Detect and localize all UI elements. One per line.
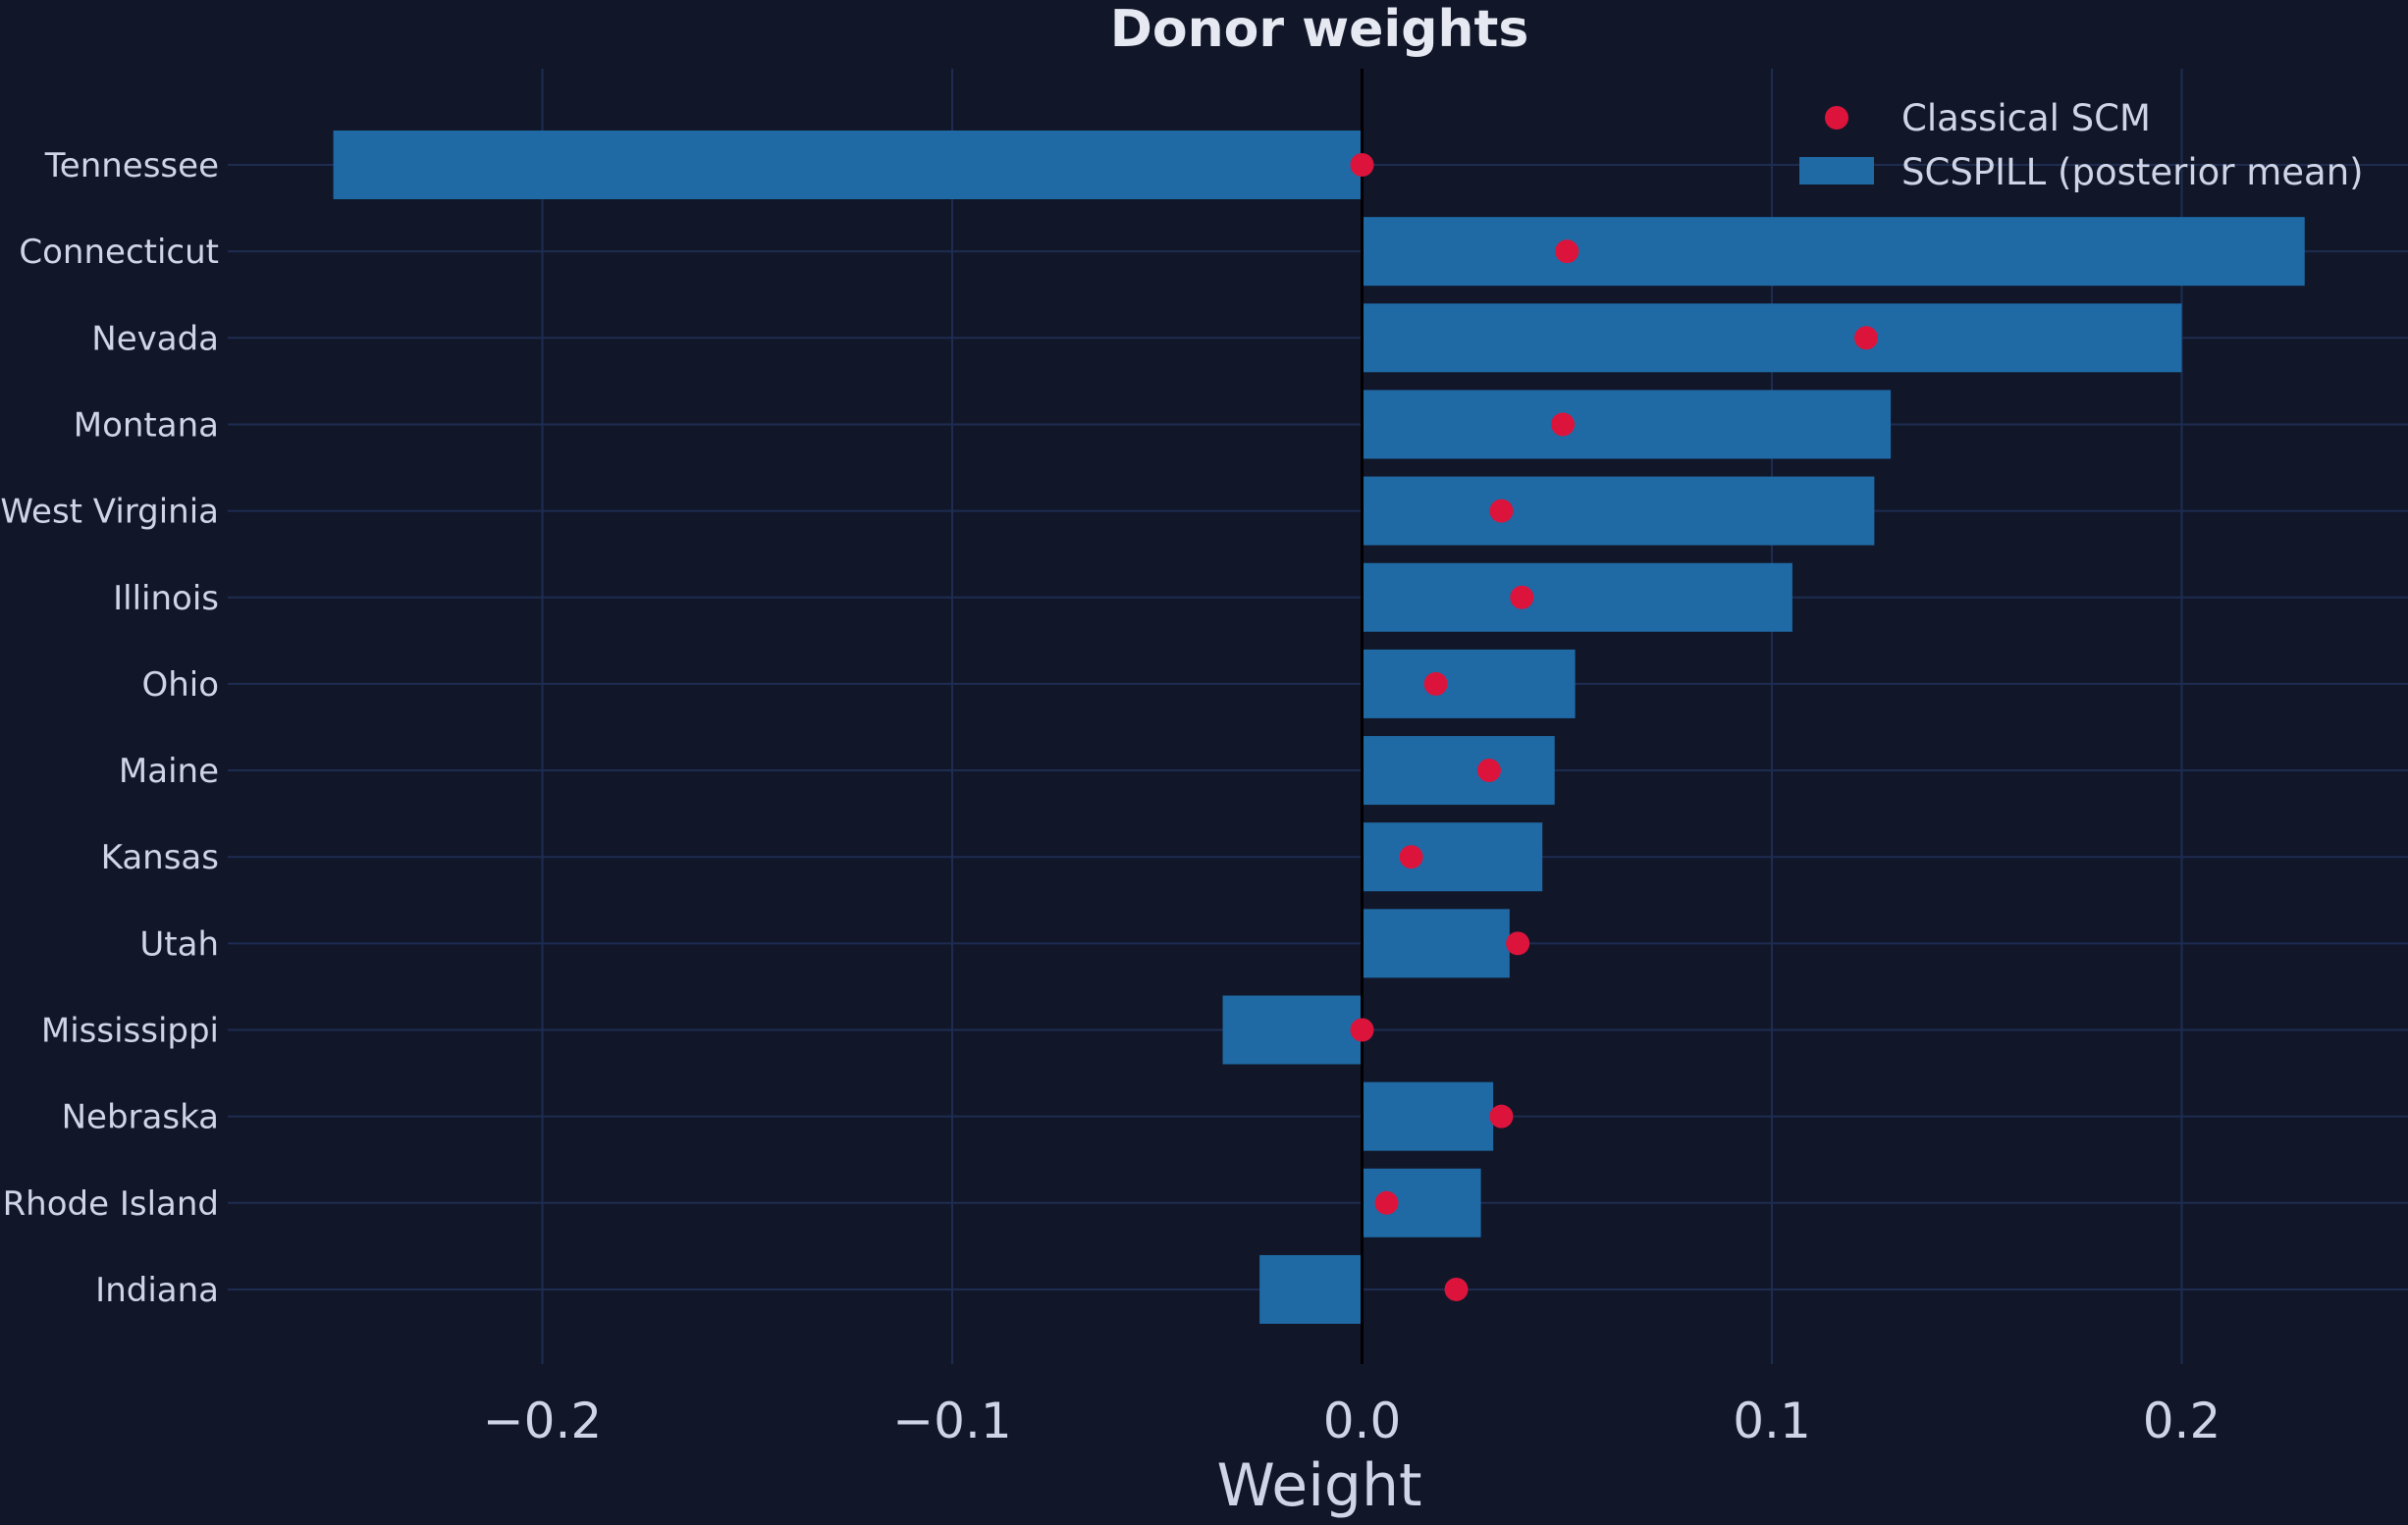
y-tick-label: Illinois <box>113 579 219 618</box>
point-nebraska <box>1489 1104 1514 1129</box>
bar-west-virginia <box>1364 476 1875 546</box>
y-tick-label: Maine <box>119 752 219 791</box>
point-illinois <box>1510 585 1534 609</box>
y-tick-label: Ohio <box>141 665 219 705</box>
point-west-virginia <box>1489 499 1514 523</box>
bar-montana <box>1364 390 1892 459</box>
point-maine <box>1476 759 1501 783</box>
point-connecticut <box>1555 239 1579 264</box>
bar-indiana <box>1259 1254 1361 1324</box>
y-tick-label: Nebraska <box>62 1098 219 1137</box>
x-tick-label: −0.1 <box>892 1393 1011 1449</box>
point-nevada <box>1854 326 1879 350</box>
legend-bar-label: SCSPILL (posterior mean) <box>1901 151 2364 193</box>
y-tick-label: Indiana <box>95 1271 219 1310</box>
x-tick-label: 0.2 <box>2143 1393 2221 1449</box>
bar-mississippi <box>1222 995 1361 1065</box>
y-tick-label: Kansas <box>101 838 219 877</box>
bar-maine <box>1364 736 1555 806</box>
bar-kansas <box>1364 822 1543 892</box>
bar-utah <box>1364 909 1510 978</box>
legend-bar-marker <box>1799 157 1874 184</box>
x-tick-label: 0.0 <box>1323 1393 1402 1449</box>
x-axis-label: Weight <box>1216 1451 1421 1520</box>
point-indiana <box>1444 1277 1469 1301</box>
y-tick-label: Montana <box>74 405 219 445</box>
bar-connecticut <box>1364 217 2305 287</box>
x-tick-label: −0.2 <box>483 1393 602 1449</box>
point-rhode-island <box>1374 1190 1399 1215</box>
bar-tennessee <box>333 131 1362 199</box>
y-tick-label: Rhode Island <box>3 1184 219 1224</box>
points <box>1350 153 1879 1301</box>
point-montana <box>1551 412 1576 437</box>
legend: Classical SCM SCSPILL (posterior mean) <box>1799 97 2364 193</box>
y-tick-labels: Tennessee Connecticut Nevada Montana West Vi… <box>0 146 219 1310</box>
point-ohio <box>1423 671 1448 696</box>
y-tick-label: Tennessee <box>44 146 219 185</box>
bar-illinois <box>1364 562 1793 632</box>
y-tick-label: Nevada <box>91 319 219 358</box>
x-tick-labels: −0.2 −0.1 0.0 0.1 0.2 <box>483 1393 2221 1449</box>
y-tick-label: Mississippi <box>41 1012 219 1051</box>
bars <box>333 131 2305 1324</box>
y-tick-label: West Virginia <box>0 493 219 532</box>
x-tick-label: 0.1 <box>1733 1393 1811 1449</box>
bar-nebraska <box>1364 1081 1494 1151</box>
legend-point-label: Classical SCM <box>1901 97 2151 139</box>
point-tennessee <box>1350 153 1374 177</box>
bar-ohio <box>1364 649 1576 718</box>
chart-title: Donor weights <box>1110 0 1529 59</box>
bar-nevada <box>1364 303 2182 373</box>
point-kansas <box>1399 845 1423 869</box>
y-tick-label: Utah <box>139 924 219 964</box>
y-tick-label: Connecticut <box>19 233 219 272</box>
legend-point-marker <box>1825 106 1848 130</box>
point-mississippi <box>1350 1018 1374 1042</box>
point-utah <box>1506 931 1530 956</box>
